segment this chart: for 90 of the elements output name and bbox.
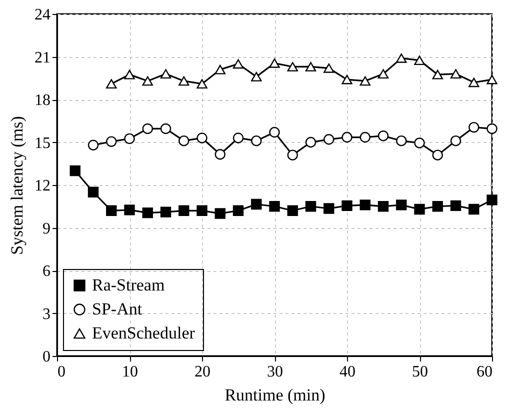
point	[142, 76, 153, 86]
x-tick-label: 40	[340, 364, 356, 380]
legend-label: Ra-Stream	[92, 276, 165, 294]
point	[396, 200, 407, 210]
point	[432, 70, 443, 80]
point	[360, 76, 370, 86]
point	[106, 79, 117, 89]
point	[324, 63, 334, 73]
point	[378, 130, 389, 142]
point	[160, 123, 172, 134]
point	[160, 206, 172, 218]
point	[196, 132, 208, 144]
point	[305, 136, 316, 148]
point	[342, 74, 352, 84]
x-axis-title: Runtime (min)	[224, 386, 326, 404]
point	[396, 53, 407, 63]
point	[342, 132, 352, 143]
y-tick-label: 18	[34, 92, 50, 109]
point	[232, 132, 244, 144]
point	[360, 132, 370, 143]
point	[88, 186, 99, 198]
point	[414, 56, 425, 66]
point	[414, 138, 425, 148]
point	[142, 207, 153, 218]
x-tick-label: 50	[412, 364, 428, 380]
point	[269, 126, 280, 138]
point	[396, 135, 407, 146]
point	[432, 150, 443, 160]
point	[142, 123, 153, 134]
x-tick-label: 10	[122, 364, 138, 380]
point	[232, 205, 244, 216]
point	[305, 62, 316, 72]
point	[269, 58, 280, 68]
point	[251, 198, 262, 210]
point	[486, 74, 498, 84]
point	[214, 208, 226, 219]
point	[378, 201, 389, 212]
point	[287, 205, 298, 216]
point	[305, 201, 316, 212]
x-tick-label: 20	[194, 364, 210, 380]
point	[342, 200, 352, 212]
point	[468, 122, 480, 133]
point	[432, 201, 443, 212]
point	[486, 194, 498, 206]
y-tick-label: 3	[42, 306, 50, 323]
point	[178, 76, 190, 86]
x-tick-label: 30	[267, 364, 283, 380]
y-tick-label: 15	[34, 134, 50, 152]
point	[324, 134, 334, 145]
point	[414, 204, 425, 215]
point	[468, 78, 480, 88]
y-tick-label: 12	[34, 178, 50, 194]
point	[124, 70, 135, 80]
point	[232, 59, 244, 69]
point	[468, 204, 480, 215]
point	[450, 69, 462, 79]
point	[124, 133, 135, 144]
point	[450, 135, 462, 146]
point	[251, 72, 262, 82]
x-tick-label: 60	[476, 364, 492, 380]
x-tick-label: 0	[58, 364, 66, 380]
point	[287, 62, 298, 72]
y-tick-label: 24	[34, 6, 50, 24]
point	[196, 79, 208, 89]
point	[106, 205, 117, 216]
point	[450, 200, 462, 212]
point	[214, 64, 226, 74]
point	[214, 149, 226, 160]
point	[178, 205, 190, 216]
point	[251, 135, 262, 146]
y-tick-label: 6	[42, 263, 50, 280]
point	[324, 203, 334, 214]
point	[196, 205, 208, 216]
point	[106, 136, 117, 147]
point	[486, 123, 498, 134]
y-axis-title: System latency (ms)	[8, 116, 26, 255]
point	[124, 204, 135, 216]
point	[378, 69, 389, 79]
point	[360, 200, 370, 210]
y-tick-label: 0	[42, 348, 50, 366]
legend-label: SP-Ant	[92, 300, 142, 318]
point	[287, 150, 298, 160]
point	[70, 165, 80, 176]
point	[160, 69, 172, 79]
legend-label: EvenScheduler	[92, 324, 196, 342]
point	[88, 140, 99, 150]
point	[178, 135, 190, 146]
y-tick-label: 21	[34, 49, 50, 66]
y-tick-label: 9	[42, 220, 50, 238]
point	[269, 201, 280, 212]
